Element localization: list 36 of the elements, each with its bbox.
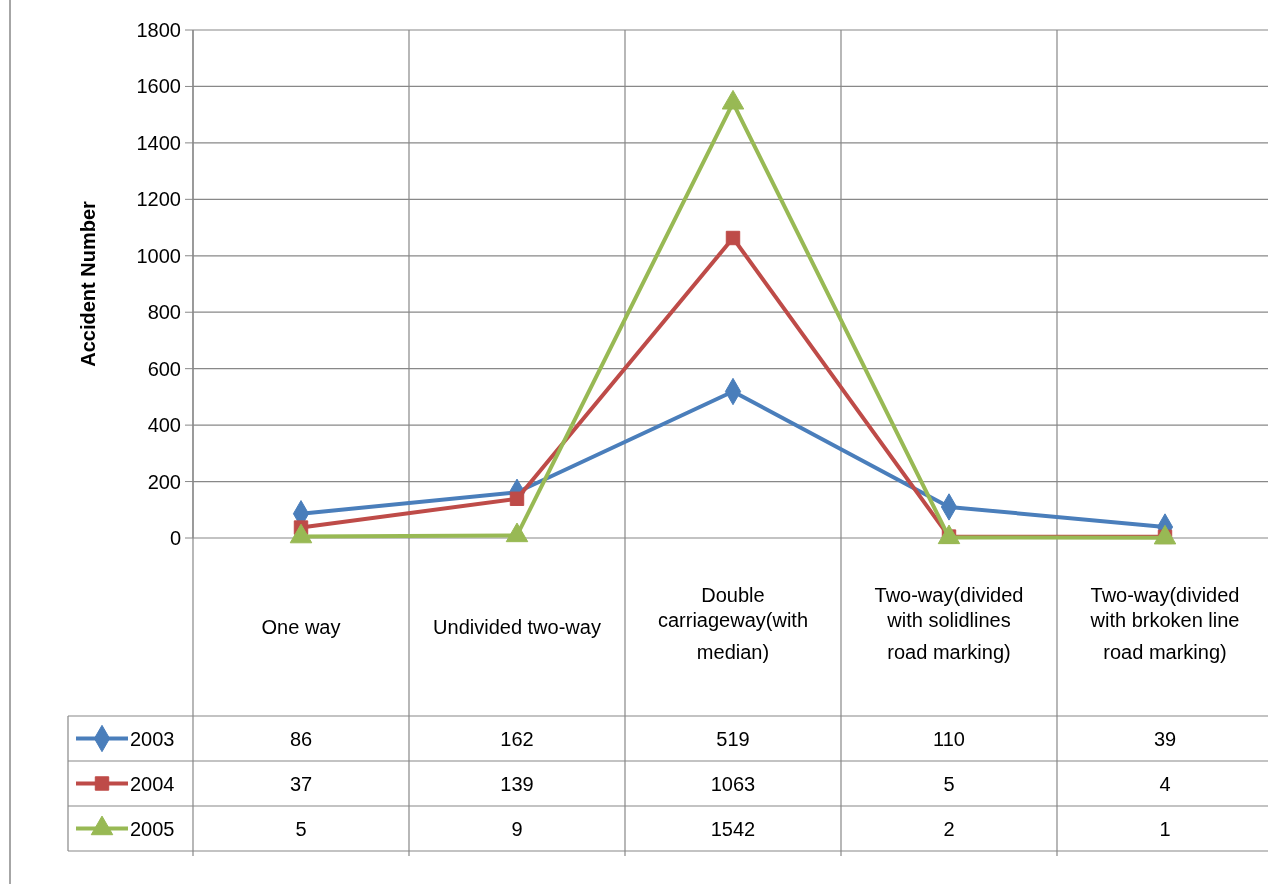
data-label: 519 [716,727,750,750]
data-label: 5 [943,772,955,795]
data-label: 1542 [710,817,756,840]
data-label: 162 [500,727,534,750]
x-tick-label: Undivided two-way [433,616,601,638]
data-label: 1063 [710,772,756,795]
y-axis-title: Accident Number [77,200,99,367]
data-label: 9 [511,817,523,840]
x-tick-label: Two-way(divided with brkoken line road marking) [1089,584,1240,663]
x-tick-label: One way [261,616,341,638]
data-label: 2 [943,817,955,840]
data-label: 37 [289,772,313,795]
y-tick-label: 1200 [136,188,181,211]
data-label: 1 [1159,817,1171,840]
y-tick-label: 800 [147,301,181,324]
x-tick-label: Two-way(divided with solidlines road marking) [874,584,1024,663]
y-tick-label: 600 [147,357,181,380]
data-label: 86 [289,727,313,750]
y-tick-label: 1600 [136,75,181,98]
y-tick-label: 0 [169,527,181,549]
y-tick-label: 1400 [136,131,181,154]
data-label: 5 [295,817,307,840]
data-label: 39 [1153,727,1177,750]
data-label: 139 [500,772,534,795]
point [725,230,741,246]
legend-label: 2004 [130,772,175,795]
data-label: 110 [933,727,965,750]
y-tick-label: 1000 [136,244,181,267]
x-tick-label: Double carriageway(with median) [657,584,809,663]
legend-label: 2005 [130,817,175,840]
data-label: 4 [1159,772,1171,795]
y-tick-label: 200 [147,470,181,493]
legend-label: 2003 [130,727,175,750]
point [509,491,525,506]
y-tick-label: 400 [147,414,181,437]
y-tick-label: 1800 [136,19,181,41]
